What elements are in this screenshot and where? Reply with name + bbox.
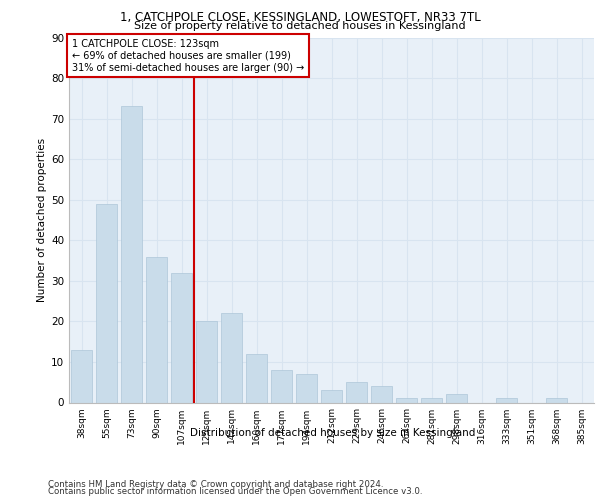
Bar [446, 394, 467, 402]
Bar [146, 256, 167, 402]
Bar [221, 314, 242, 402]
Bar [96, 204, 117, 402]
Bar [296, 374, 317, 402]
Bar [371, 386, 392, 402]
Bar [346, 382, 367, 402]
Bar [171, 272, 192, 402]
Y-axis label: Number of detached properties: Number of detached properties [37, 138, 47, 302]
Bar [271, 370, 292, 402]
Text: Contains public sector information licensed under the Open Government Licence v3: Contains public sector information licen… [48, 487, 422, 496]
Bar [246, 354, 267, 403]
Bar [421, 398, 442, 402]
Text: 1, CATCHPOLE CLOSE, KESSINGLAND, LOWESTOFT, NR33 7TL: 1, CATCHPOLE CLOSE, KESSINGLAND, LOWESTO… [119, 11, 481, 24]
Bar [546, 398, 567, 402]
Text: Contains HM Land Registry data © Crown copyright and database right 2024.: Contains HM Land Registry data © Crown c… [48, 480, 383, 489]
Text: Distribution of detached houses by size in Kessingland: Distribution of detached houses by size … [190, 428, 476, 438]
Bar [321, 390, 342, 402]
Text: 1 CATCHPOLE CLOSE: 123sqm
← 69% of detached houses are smaller (199)
31% of semi: 1 CATCHPOLE CLOSE: 123sqm ← 69% of detac… [71, 40, 304, 72]
Bar [396, 398, 417, 402]
Bar [496, 398, 517, 402]
Text: Size of property relative to detached houses in Kessingland: Size of property relative to detached ho… [134, 21, 466, 31]
Bar [71, 350, 92, 403]
Bar [121, 106, 142, 403]
Bar [196, 322, 217, 402]
